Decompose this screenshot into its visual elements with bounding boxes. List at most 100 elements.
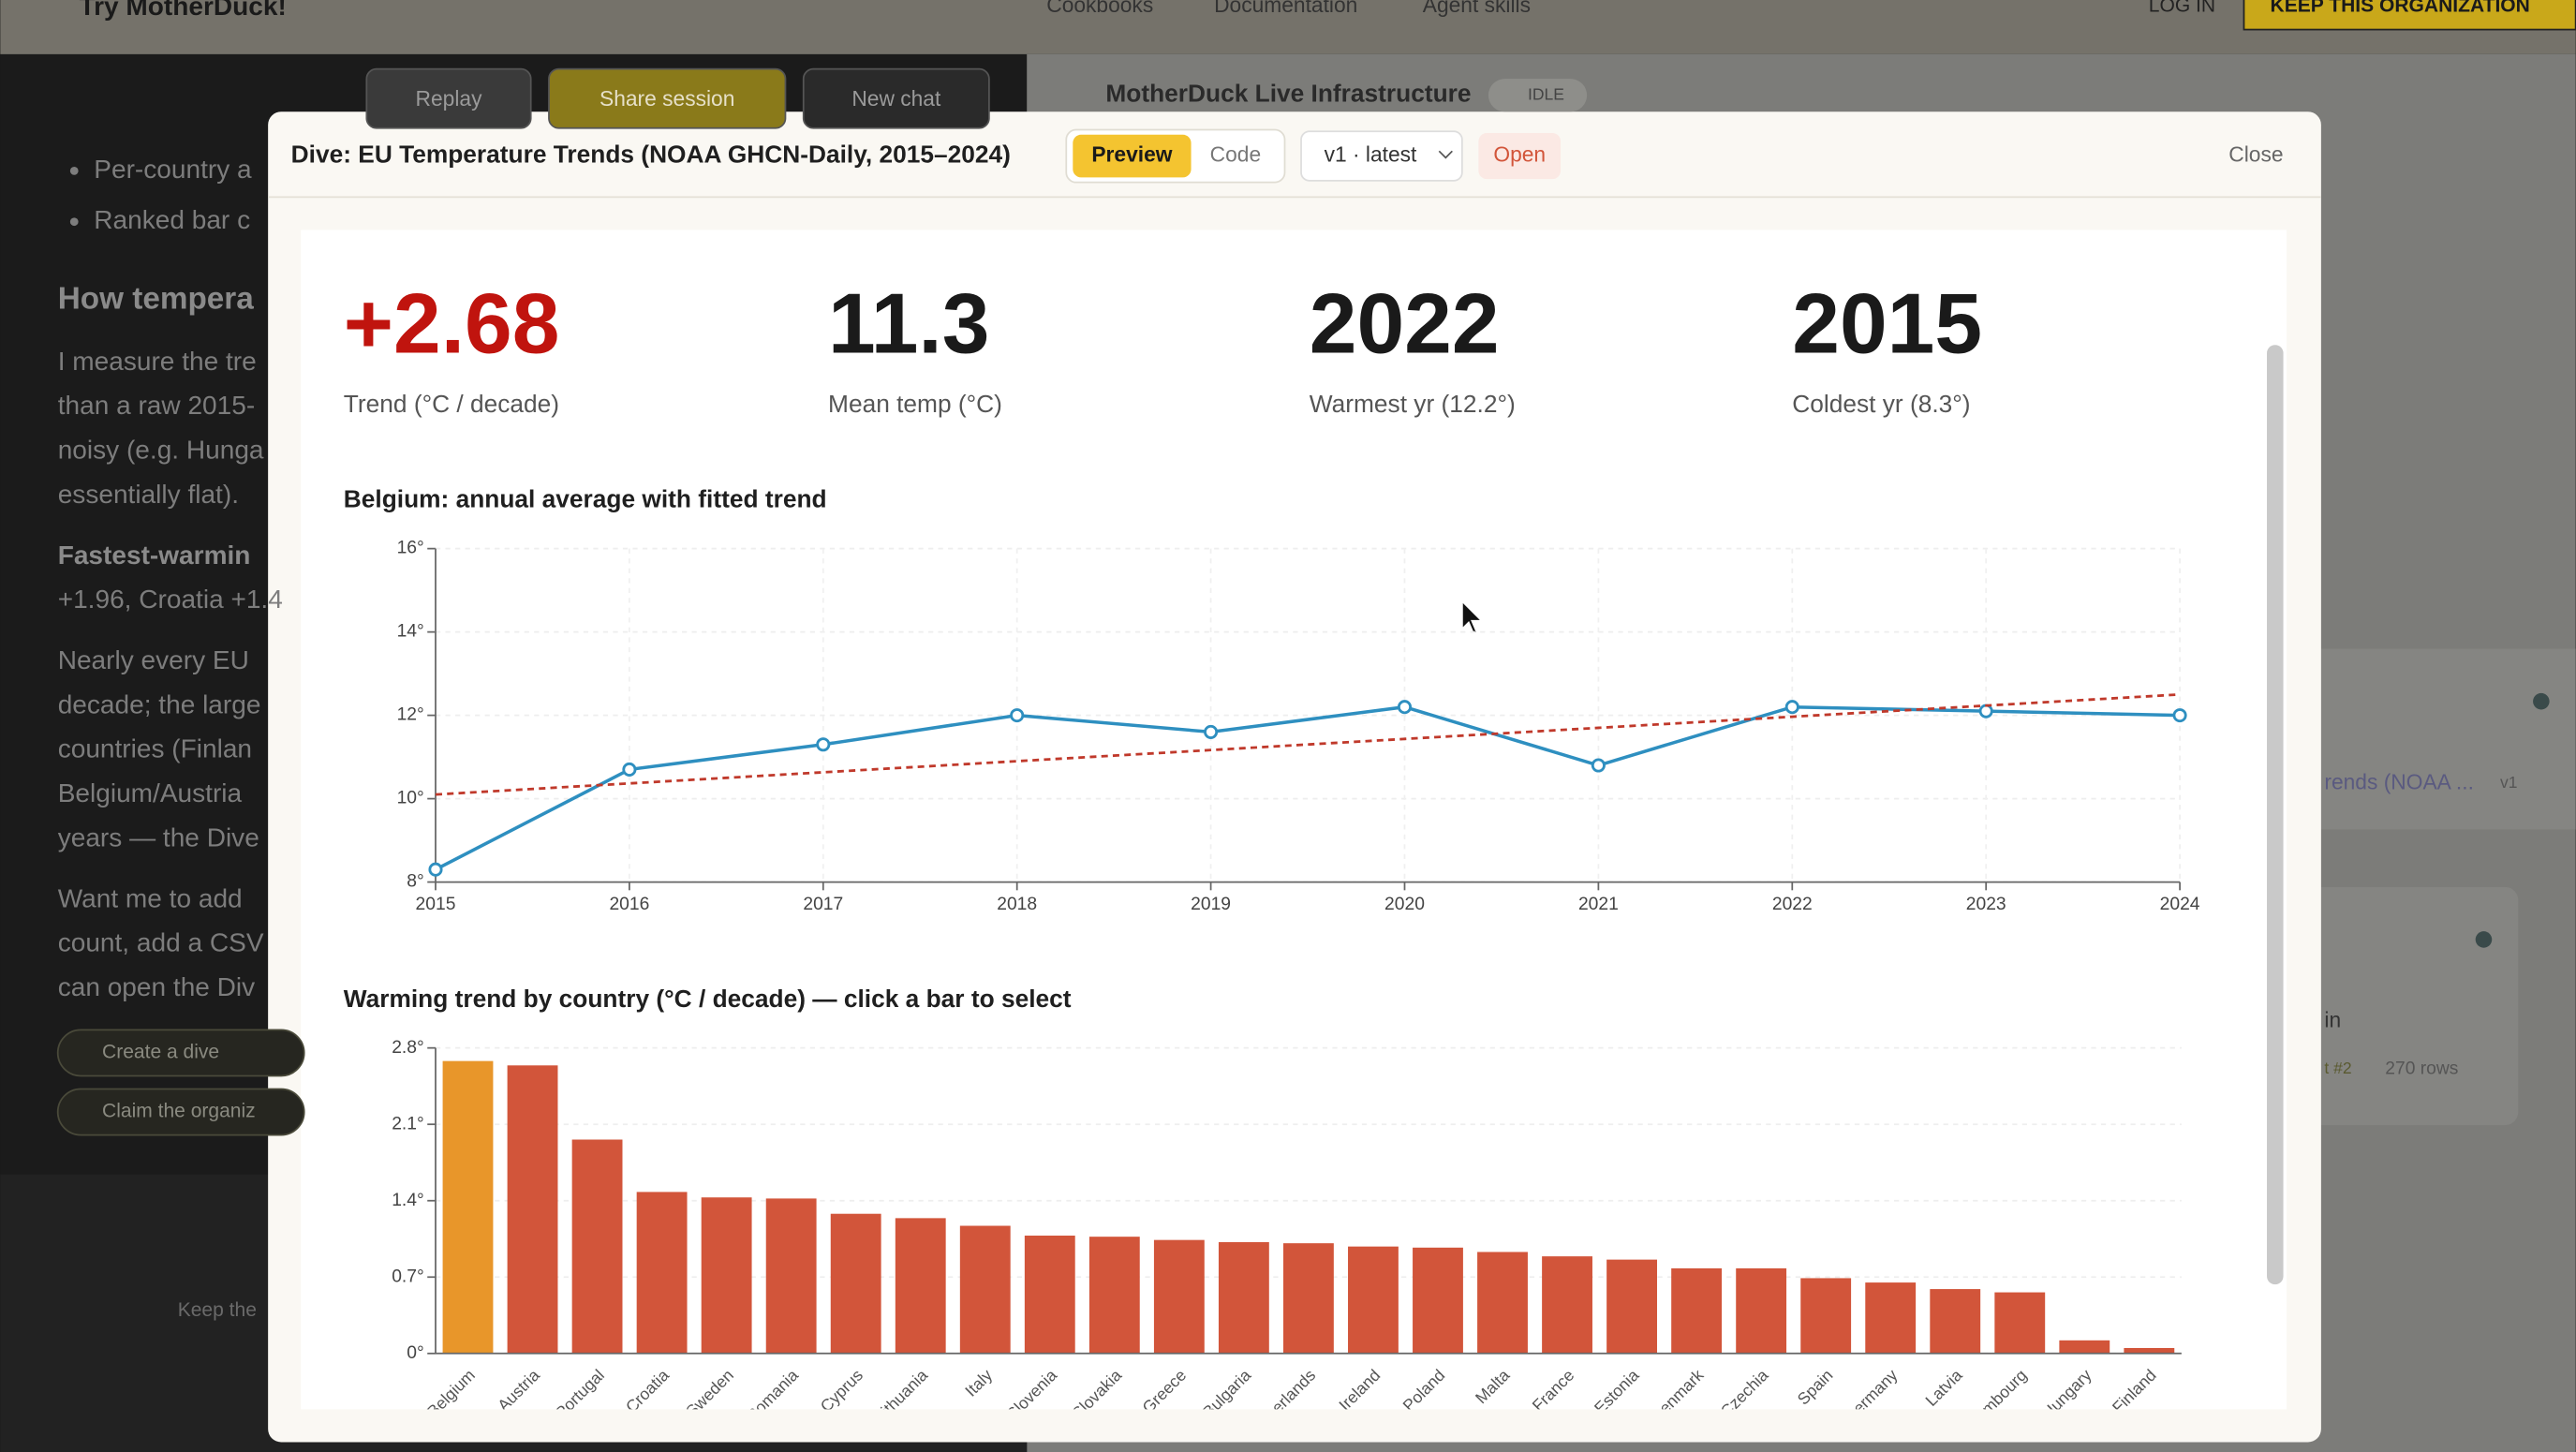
status-pill — [1488, 79, 1588, 112]
bar[interactable] — [1282, 1243, 1334, 1354]
chat-button[interactable] — [56, 1029, 305, 1077]
bar[interactable] — [1865, 1282, 1917, 1354]
data-point — [1010, 708, 1025, 723]
bar[interactable] — [1994, 1292, 2046, 1354]
cursor — [1460, 599, 1485, 636]
chat-line: Belgium/Austria — [58, 778, 243, 807]
status-dot — [2475, 931, 2493, 948]
kpi-label: Coldest yr (8.3°) — [1792, 390, 1970, 418]
bar[interactable] — [1153, 1239, 1205, 1354]
data-point — [1204, 724, 1219, 739]
bar[interactable] — [1606, 1259, 1657, 1354]
toolbar-label: New chat — [851, 86, 941, 111]
data-point — [1397, 700, 1413, 715]
version-select[interactable] — [1300, 130, 1463, 182]
toolbar-button[interactable] — [365, 67, 532, 129]
y-tick-label: 14° — [397, 622, 424, 642]
bar[interactable] — [1736, 1267, 1787, 1354]
chat-line: Per-country a — [94, 155, 252, 184]
bar[interactable] — [1218, 1241, 1269, 1354]
bar[interactable] — [1348, 1246, 1399, 1354]
keep-button[interactable] — [2243, 0, 2576, 31]
side-card — [2307, 886, 2519, 1126]
data-point — [1784, 700, 1799, 715]
y-tick-label: 12° — [397, 705, 424, 725]
chart-title: Warming trend by country (°C / decade) —… — [344, 985, 1072, 1013]
status-dot — [2533, 692, 2550, 710]
bar[interactable] — [895, 1218, 946, 1354]
x-tick-label: 2016 — [609, 895, 649, 914]
data-line — [435, 704, 2181, 871]
chat-line: years — the Dive — [58, 822, 259, 852]
chat-button-label: Create a dive — [102, 1041, 219, 1062]
nav-link[interactable]: Agent skills — [1423, 0, 1531, 17]
chat-line: Fastest-warmin — [58, 541, 251, 570]
y-tick-label: 2.1° — [392, 1114, 423, 1133]
toolbar-button[interactable] — [548, 67, 787, 129]
open-button[interactable] — [1478, 133, 1562, 180]
brand: Try MotherDuck! — [80, 0, 287, 21]
x-tick-label: 2023 — [1966, 895, 2006, 914]
chat-line: noisy (e.g. Hunga — [58, 436, 264, 465]
chat-button[interactable] — [56, 1088, 305, 1136]
data-point — [1978, 704, 1993, 719]
bar[interactable] — [1800, 1278, 1852, 1354]
x-tick-label: 2022 — [1772, 895, 1813, 914]
scrollbar[interactable] — [2267, 345, 2284, 1285]
infra-title: MotherDuck Live Infrastructure — [1105, 80, 1471, 108]
tab[interactable]: Preview — [1091, 142, 1172, 167]
chat-button-label: Claim the organiz — [102, 1101, 256, 1122]
bar[interactable] — [571, 1139, 623, 1354]
tab[interactable]: Code — [1210, 142, 1261, 167]
kpi-label: Mean temp (°C) — [828, 390, 1002, 418]
kpi-label: Warmest yr (12.2°) — [1310, 390, 1516, 418]
bar[interactable] — [636, 1192, 688, 1354]
chat-line: countries (Finlan — [58, 734, 252, 763]
close-button[interactable]: Close — [2228, 142, 2283, 167]
tab-active[interactable] — [1073, 134, 1192, 178]
y-tick-label: 8° — [407, 872, 423, 892]
bar[interactable] — [1542, 1256, 1592, 1354]
toolbar-label: Replay — [416, 86, 483, 111]
modal-card — [301, 230, 2287, 1410]
open-label[interactable]: Open — [1493, 142, 1546, 167]
nav-link[interactable]: Documentation — [1214, 0, 1357, 17]
login-link[interactable]: LOG IN — [2149, 0, 2215, 17]
y-tick-label: 2.8° — [392, 1038, 423, 1058]
bar[interactable] — [1477, 1252, 1528, 1354]
chat-line: Nearly every EU — [58, 645, 249, 674]
x-tick-label: 2024 — [2160, 895, 2200, 914]
chat-line: +1.96, Croatia +1.4 — [58, 585, 283, 614]
bullet — [69, 217, 79, 227]
bar[interactable] — [1088, 1237, 1140, 1354]
bar[interactable] — [1413, 1247, 1463, 1354]
kpi-label: Trend (°C / decade) — [344, 390, 559, 418]
side-item: rends (NOAA ... — [2324, 769, 2474, 793]
bar[interactable] — [701, 1197, 752, 1354]
bar[interactable] — [1671, 1267, 1723, 1354]
side-item: in — [2324, 1008, 2341, 1032]
bar[interactable] — [442, 1060, 494, 1354]
y-tick-label: 0.7° — [392, 1267, 423, 1286]
bar[interactable] — [2124, 1347, 2175, 1354]
kpi-value: 11.3 — [828, 276, 989, 372]
bar[interactable] — [507, 1065, 558, 1354]
chat-line: can open the Div — [58, 972, 255, 1001]
side-item: v1 — [2500, 773, 2518, 792]
nav-link[interactable]: Cookbooks — [1046, 0, 1153, 17]
bar[interactable] — [1930, 1289, 1981, 1354]
y-tick-label: 10° — [397, 789, 424, 808]
toolbar-label: Share session — [600, 86, 734, 111]
chat-line: than a raw 2015- — [58, 391, 255, 420]
bar[interactable] — [765, 1198, 817, 1354]
trend-line — [435, 692, 2181, 796]
chat-line: How tempera — [58, 282, 255, 317]
bar[interactable] — [830, 1213, 881, 1354]
toolbar-button[interactable] — [802, 67, 990, 129]
bar[interactable] — [1024, 1236, 1075, 1354]
bar[interactable] — [2059, 1340, 2110, 1354]
side-card — [2319, 648, 2576, 830]
bar[interactable] — [959, 1225, 1011, 1354]
